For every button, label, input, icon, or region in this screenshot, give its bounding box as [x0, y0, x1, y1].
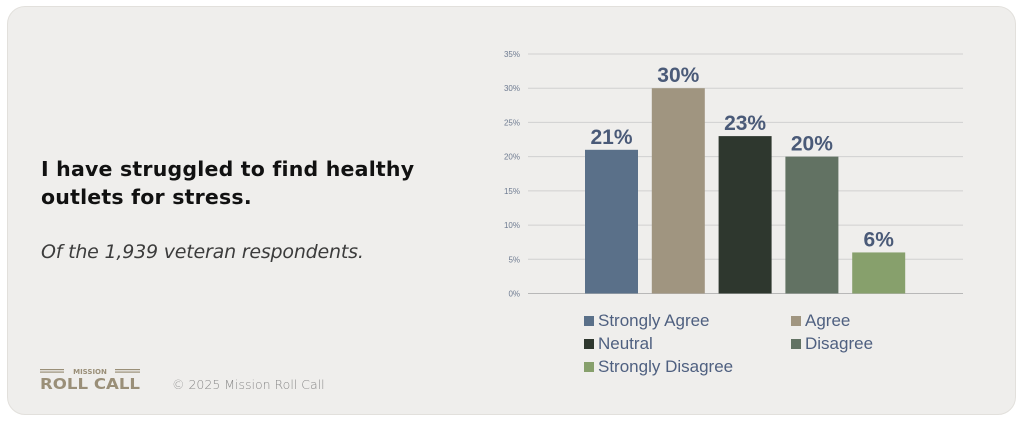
data-label: 23%: [724, 112, 766, 135]
copyright-text: © 2025 Mission Roll Call: [172, 377, 325, 392]
legend-swatch: [791, 339, 801, 349]
y-tick-label: 20%: [504, 153, 520, 162]
legend-swatch: [791, 316, 801, 326]
y-tick-label: 30%: [504, 84, 520, 93]
legend-label: Agree: [805, 311, 851, 330]
content-card: [7, 6, 1016, 415]
legend-label: Disagree: [805, 334, 874, 353]
legend-swatch: [584, 339, 594, 349]
y-tick-label: 35%: [504, 50, 520, 59]
logo-text-roll-call: ROLL CALL: [40, 375, 140, 391]
y-tick-label: 0%: [508, 290, 520, 299]
data-label: 20%: [791, 133, 833, 156]
y-tick-label: 25%: [504, 118, 520, 127]
legend-item: Strongly Disagree: [584, 357, 733, 377]
bar-disagree: [785, 156, 839, 294]
data-label: 21%: [590, 126, 632, 149]
logo-rule-left-1: [40, 369, 64, 371]
bar-neutral: [718, 136, 772, 294]
question-title: I have struggled to find healthy outlets…: [41, 157, 415, 209]
bar-strongly-agree: [585, 149, 638, 294]
y-tick-label: 10%: [504, 221, 520, 230]
data-label: 6%: [864, 228, 895, 251]
legend-swatch: [584, 316, 594, 326]
legend-label: Strongly Disagree: [598, 357, 734, 376]
respondents-subtitle: Of the 1,939 veteran respondents.: [41, 241, 364, 263]
mission-roll-call-logo: MISSION ROLL CALL: [40, 368, 140, 391]
data-label: 30%: [657, 64, 699, 87]
legend-label: Neutral: [598, 334, 653, 353]
logo-rule-right-1: [115, 369, 140, 371]
y-tick-label: 5%: [508, 255, 520, 264]
bar-strongly-disagree: [852, 252, 906, 294]
legend-item: Disagree: [791, 334, 873, 354]
legend-swatch: [584, 362, 594, 372]
legend-item: Neutral: [584, 334, 653, 354]
y-tick-label: 15%: [504, 187, 520, 196]
legend-item: Agree: [791, 311, 850, 331]
legend-label: Strongly Agree: [598, 311, 710, 330]
logo-text-mission: MISSION: [73, 368, 107, 376]
legend-item: Strongly Agree: [584, 311, 710, 331]
logo-rule-left-2: [40, 371, 64, 373]
logo-rule-right-2: [115, 371, 140, 373]
bar-agree: [651, 88, 705, 294]
